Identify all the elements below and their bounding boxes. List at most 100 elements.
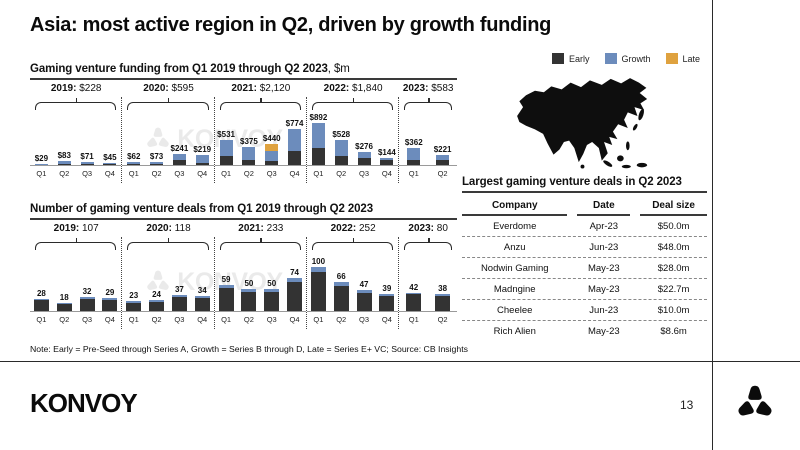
bar-value-label: 66 bbox=[336, 272, 346, 281]
growth-segment bbox=[33, 298, 49, 301]
growth-segment bbox=[334, 140, 348, 157]
stacked-bar bbox=[265, 144, 279, 165]
growth-segment bbox=[57, 161, 71, 165]
bar-value-label: 18 bbox=[59, 293, 69, 303]
stacked-bar bbox=[79, 296, 95, 311]
bar-value-label: 74 bbox=[290, 268, 299, 278]
x-tick-label: Q1 bbox=[36, 315, 47, 324]
bars-row: $362 $221 bbox=[399, 110, 457, 165]
deal-date: Jun-23 bbox=[589, 242, 619, 253]
column-header-date: Date bbox=[577, 197, 631, 216]
legend-item-growth: Growth bbox=[604, 53, 651, 64]
bar-slot-Q4-2019: 29 bbox=[98, 288, 121, 311]
growth-segment bbox=[172, 153, 186, 161]
deal-company: Madngine bbox=[493, 284, 536, 295]
growth-segment bbox=[333, 282, 349, 286]
growth-segment bbox=[288, 128, 302, 151]
year-total-label: 2021: 233 bbox=[238, 223, 284, 234]
year-total-label: 2022: $1,840 bbox=[323, 83, 383, 94]
growth-segment bbox=[194, 296, 210, 299]
growth-segment bbox=[311, 123, 325, 149]
year-total-label: 2019: 107 bbox=[53, 223, 99, 234]
column-header-company: Company bbox=[462, 197, 568, 216]
bar-slot-Q1-2019: 28 bbox=[30, 289, 53, 311]
year-group-body: $62 $73 $241 $219 Q1 Q2 Q3 Q4 bbox=[122, 97, 215, 183]
year-label: 2020: bbox=[146, 223, 172, 234]
bar-slot-Q4-2021: 74 bbox=[283, 268, 306, 311]
year-group-body: 23 24 37 34 Q1 Q2 Q3 Q4 bbox=[122, 237, 215, 329]
deal-company: Rich Alien bbox=[493, 326, 536, 337]
early-segment bbox=[435, 296, 451, 311]
x-axis-row: Q1 Q2 bbox=[399, 311, 458, 329]
stacked-bar bbox=[171, 294, 187, 311]
bar-value-label: $362 bbox=[404, 138, 423, 147]
early-segment bbox=[102, 299, 118, 311]
x-tick-label: Q2 bbox=[336, 315, 347, 324]
year-total-label: 2020: $595 bbox=[143, 83, 194, 94]
bar-value-label: 100 bbox=[311, 257, 326, 266]
early-segment bbox=[379, 295, 395, 311]
growth-segment bbox=[310, 267, 326, 273]
early-segment bbox=[195, 162, 209, 165]
bar-slot-Q2-2022: 66 bbox=[330, 272, 353, 311]
stacked-bar bbox=[311, 123, 325, 165]
deal-company: Anzu bbox=[503, 242, 526, 253]
x-axis-row: Q1 Q2 Q3 Q4 bbox=[122, 165, 214, 183]
growth-segment bbox=[149, 300, 165, 303]
year-group-body: $892 $528 $276 $144 Q1 Q2 Q3 Q4 bbox=[306, 97, 400, 183]
x-tick-label: Q2 bbox=[437, 169, 448, 178]
bars-row: 42 38 bbox=[399, 250, 457, 311]
funding-chart-unit: , $m bbox=[327, 63, 350, 75]
bar-slot-Q3-2021: 50 bbox=[260, 279, 283, 311]
deals-table-title: Largest gaming venture deals in Q2 2023 bbox=[462, 176, 707, 193]
deals-table-body: Everdome Apr-23 $50.0m Anzu Jun-23 $48.0m Nodw… bbox=[462, 216, 707, 341]
year-group-2022: 2022: $1,840 $892 $528 $276 $144 Q1 Q2 Q3 Q4 bbox=[306, 83, 400, 183]
bar-value-label: 24 bbox=[152, 290, 162, 300]
x-axis-row: Q1 Q2 Q3 Q4 bbox=[214, 311, 306, 329]
year-group-body: 100 66 47 39 Q1 Q2 Q3 Q4 bbox=[306, 237, 400, 329]
bar-value-label: 38 bbox=[438, 284, 448, 294]
growth-segment bbox=[171, 294, 187, 297]
year-group-body: 59 50 50 74 Q1 Q2 Q3 Q4 bbox=[214, 237, 307, 329]
deal-company: Cheelee bbox=[497, 305, 533, 316]
early-segment bbox=[311, 148, 325, 165]
bar-slot-Q3-2019: 32 bbox=[76, 287, 99, 311]
deal-size: $50.0m bbox=[657, 221, 690, 232]
x-tick-label: Q3 bbox=[174, 315, 185, 324]
stacked-bar bbox=[436, 154, 450, 165]
stacked-bar bbox=[264, 289, 280, 311]
stacked-bar bbox=[57, 161, 71, 165]
funding-chart-title: Gaming venture funding from Q1 2019 thro… bbox=[30, 63, 457, 80]
deal-count-chart-plot: KONVOY 2019: 107 28 18 32 29 Q1 Q2 Q3 Q4 2020: 118… bbox=[30, 223, 458, 329]
x-tick-label: Q1 bbox=[408, 315, 419, 324]
bar-value-label: 32 bbox=[82, 286, 92, 296]
early-segment bbox=[219, 156, 233, 165]
year-label: 2023: bbox=[402, 83, 429, 94]
year-group-body: $531 $375 $440 $774 Q1 Q2 Q3 Q4 bbox=[214, 97, 307, 183]
year-label: 2022: bbox=[323, 83, 350, 94]
bar-slot-Q1-2019: $29 bbox=[30, 154, 53, 165]
growth-segment bbox=[80, 161, 94, 165]
year-group-2022: 2022: 252 100 66 47 39 Q1 Q2 Q3 Q4 bbox=[306, 223, 400, 329]
bar-value-label: 50 bbox=[244, 279, 254, 288]
bar-slot-Q3-2020: $241 bbox=[168, 144, 191, 165]
bar-slot-Q4-2022: 39 bbox=[375, 284, 398, 311]
deal-company: Nodwin Gaming bbox=[480, 263, 549, 274]
year-group-body: 28 18 32 29 Q1 Q2 Q3 Q4 bbox=[30, 237, 123, 329]
bar-slot-Q2-2019: 18 bbox=[53, 293, 76, 311]
bar-slot-Q1-2021: 59 bbox=[215, 275, 238, 311]
growth-segment bbox=[150, 161, 164, 165]
year-label: 2022: bbox=[330, 223, 357, 234]
growth-segment bbox=[56, 303, 72, 305]
growth-segment bbox=[102, 298, 118, 300]
bar-value-label: $774 bbox=[285, 118, 304, 128]
bar-slot-Q2-2021: 50 bbox=[237, 279, 260, 311]
x-axis-row: Q1 Q2 bbox=[399, 165, 458, 183]
x-tick-label: Q1 bbox=[221, 169, 232, 178]
bar-value-label: $29 bbox=[34, 153, 49, 163]
deal-count-chart-title-text: Number of gaming venture deals from Q1 2… bbox=[30, 203, 374, 215]
bar-value-label: 50 bbox=[267, 279, 277, 288]
bar-slot-Q3-2019: $71 bbox=[76, 152, 99, 165]
growth-color-swatch bbox=[604, 53, 617, 64]
growth-segment bbox=[79, 296, 95, 299]
